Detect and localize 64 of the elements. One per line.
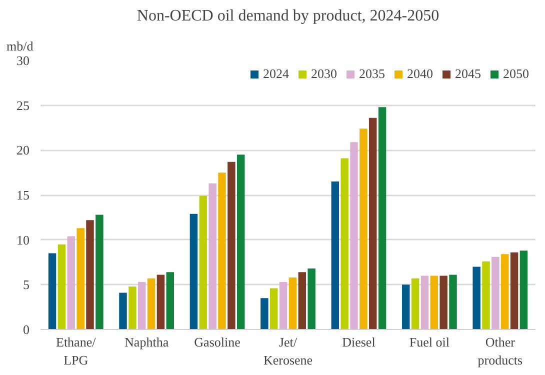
bar [492, 256, 500, 330]
bar [288, 277, 297, 330]
bar [350, 142, 358, 330]
legend-label: 2035 [359, 66, 385, 82]
y-tick-label: 10 [16, 232, 30, 248]
bar [236, 154, 245, 330]
legend-label: 2050 [503, 66, 529, 82]
bar [218, 172, 226, 330]
bar [340, 158, 348, 330]
bar [440, 276, 448, 330]
chart-title: Non-OECD oil demand by product, 2024-2050 [136, 8, 440, 24]
legend-label: 2024 [263, 66, 289, 82]
bar [378, 107, 386, 330]
bar [190, 214, 198, 330]
bar [449, 274, 457, 330]
bar [76, 228, 84, 330]
x-tick-label: Jet/ Kerosene [263, 334, 313, 368]
legend-label: 2045 [455, 66, 481, 82]
bar [67, 236, 76, 330]
bar [420, 276, 429, 330]
bar [368, 118, 377, 330]
bar [119, 292, 127, 330]
y-axis-title: mb/d [6, 38, 34, 54]
legend-label: 2040 [407, 66, 433, 82]
bar [298, 272, 306, 330]
bar [228, 162, 236, 330]
bar [472, 266, 480, 330]
bar [166, 272, 174, 330]
x-tick-label: Diesel [342, 334, 376, 350]
bar [128, 286, 136, 330]
bar [270, 288, 278, 330]
bar [199, 196, 208, 330]
y-tick-label: 25 [16, 98, 30, 113]
y-tick-label: 5 [23, 277, 30, 292]
bar [430, 276, 438, 330]
bar [208, 183, 216, 330]
bar [482, 261, 490, 330]
bar [48, 253, 56, 330]
x-tick-label: Gasoline [194, 334, 241, 350]
bar [520, 250, 528, 330]
bar [331, 182, 340, 330]
bar [156, 274, 165, 330]
bar [411, 278, 420, 330]
x-tick-label: Other products [478, 334, 523, 368]
x-tick-label: Fuel oil [409, 334, 450, 350]
bar [360, 128, 368, 330]
bar [86, 220, 94, 330]
bar [260, 298, 268, 330]
bar [96, 214, 104, 330]
bar [402, 284, 410, 330]
y-tick-label: 0 [23, 322, 30, 337]
bar [308, 268, 316, 330]
x-tick-label: Naphtha [124, 334, 169, 350]
bar [510, 252, 518, 330]
y-tick-label: 15 [16, 188, 30, 202]
legend-label: 2030 [311, 66, 337, 82]
y-tick-label: 30 [16, 53, 30, 68]
x-tick-label: Ethane/ LPG [56, 334, 96, 368]
bar [58, 244, 66, 330]
y-tick-label: 20 [16, 142, 30, 158]
bar [279, 282, 288, 330]
bar [500, 254, 509, 330]
bar [147, 278, 156, 330]
bar [138, 282, 146, 330]
